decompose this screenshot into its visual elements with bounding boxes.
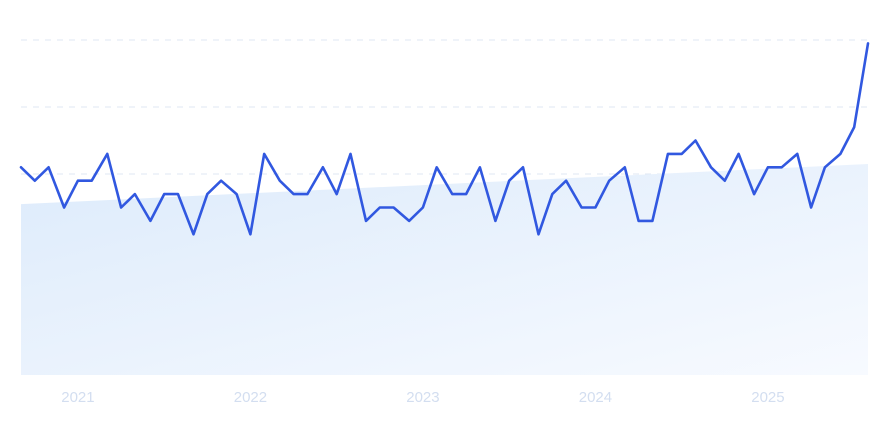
x-tick-label-2025: 2025 bbox=[751, 389, 784, 406]
x-tick-label-2024: 2024 bbox=[579, 389, 612, 406]
x-tick-label-2022: 2022 bbox=[234, 389, 267, 406]
x-tick-label-2021: 2021 bbox=[61, 389, 94, 406]
trend-area bbox=[21, 163, 868, 375]
series-line bbox=[19, 42, 870, 236]
x-tick-label-2023: 2023 bbox=[406, 389, 439, 406]
